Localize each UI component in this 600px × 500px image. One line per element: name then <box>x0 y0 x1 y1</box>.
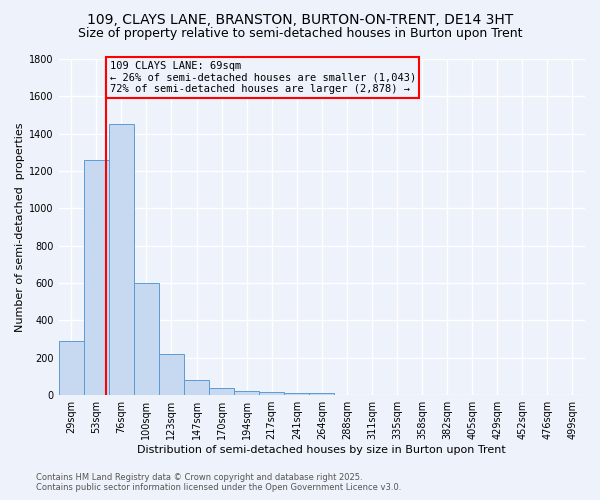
Bar <box>134 283 159 395</box>
Bar <box>184 380 209 395</box>
Bar <box>59 341 84 395</box>
X-axis label: Distribution of semi-detached houses by size in Burton upon Trent: Distribution of semi-detached houses by … <box>137 445 506 455</box>
Bar <box>84 160 109 395</box>
Bar <box>234 390 259 395</box>
Bar <box>209 388 234 395</box>
Bar <box>284 394 309 395</box>
Text: Size of property relative to semi-detached houses in Burton upon Trent: Size of property relative to semi-detach… <box>78 28 522 40</box>
Text: 109, CLAYS LANE, BRANSTON, BURTON-ON-TRENT, DE14 3HT: 109, CLAYS LANE, BRANSTON, BURTON-ON-TRE… <box>87 12 513 26</box>
Y-axis label: Number of semi-detached  properties: Number of semi-detached properties <box>15 122 25 332</box>
Bar <box>109 124 134 395</box>
Text: Contains HM Land Registry data © Crown copyright and database right 2025.
Contai: Contains HM Land Registry data © Crown c… <box>36 473 401 492</box>
Bar <box>259 392 284 395</box>
Text: 109 CLAYS LANE: 69sqm
← 26% of semi-detached houses are smaller (1,043)
72% of s: 109 CLAYS LANE: 69sqm ← 26% of semi-deta… <box>110 61 416 94</box>
Bar <box>309 394 334 395</box>
Bar <box>159 354 184 395</box>
